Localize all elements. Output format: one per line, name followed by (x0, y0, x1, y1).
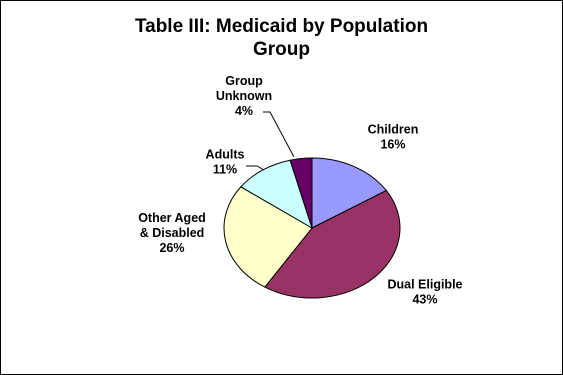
pie-slice (311, 157, 388, 229)
slice-label-line: & Disabled (140, 226, 205, 240)
slice-label-line: Children (368, 123, 419, 137)
slice-label: Children 16% (368, 123, 419, 152)
slice-label-line: Adults (206, 148, 245, 162)
slice-label: Group Unknown 4% (216, 74, 272, 118)
leader-line (263, 111, 295, 158)
chart-title-line-2: Group (253, 39, 310, 60)
slice-label: Dual Eligible 43% (387, 278, 462, 307)
slice-label-line: Other Aged (138, 211, 206, 225)
chart-title-line-1: Table III: Medicaid by Population (134, 16, 429, 37)
slice-label-line: 4% (235, 104, 253, 118)
slice-label-line: 16% (380, 138, 405, 152)
slice-label-line: Group (225, 74, 263, 88)
slice-label: Adults 11% (206, 148, 245, 177)
slice-label-line: 26% (159, 241, 184, 255)
pie-slice (223, 186, 313, 288)
chart-title: Table III: Medicaid by Population Group (1, 15, 562, 61)
pie-slice (289, 157, 313, 229)
slice-label: Other Aged & Disabled 26% (138, 211, 206, 255)
slice-label-line: 11% (213, 163, 237, 177)
leader-line (246, 165, 265, 171)
slice-label-line: Dual Eligible (387, 278, 462, 292)
slice-label-line: Unknown (216, 89, 272, 103)
pie-slice (264, 189, 401, 299)
slice-label-line: 43% (412, 293, 437, 307)
